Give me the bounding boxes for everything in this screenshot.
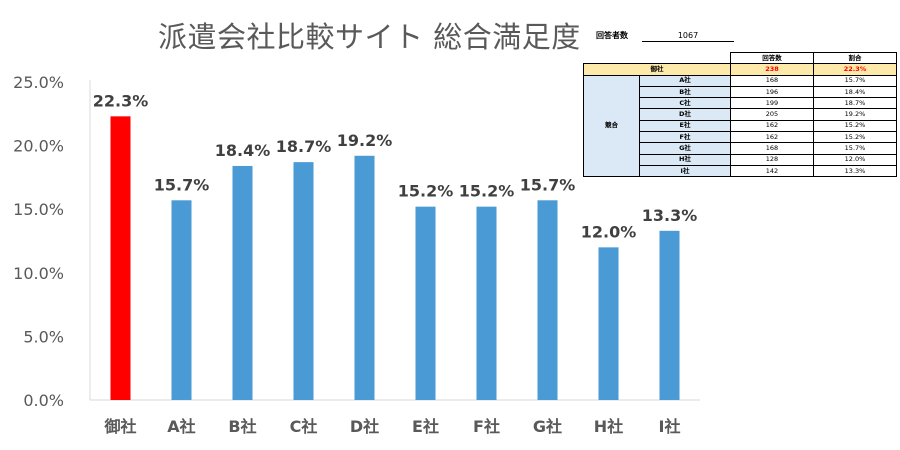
competitor-group-label: 競合 xyxy=(583,74,640,178)
competitor-count: 142 xyxy=(730,164,814,178)
chart-title: 派遣会社比較サイト 総合満足度 xyxy=(158,20,581,54)
response-table: 回答数 割合 御社 238 22.3% 競合 A社 168 15.7% B社 196 18.… xyxy=(583,51,897,178)
competitor-count: 128 xyxy=(730,153,814,166)
own-company-ratio: 22.3% xyxy=(813,63,897,76)
column-header-count: 回答数 xyxy=(730,51,814,65)
competitor-ratio: 18.4% xyxy=(813,85,897,99)
data-label: 13.3% xyxy=(642,206,698,225)
data-label: 15.7% xyxy=(520,175,576,194)
data-label: 19.2% xyxy=(337,131,393,150)
y-tick-label: 5.0% xyxy=(23,327,64,346)
respondent-count-value: 1067 xyxy=(642,31,734,42)
x-tick-label: A社 xyxy=(167,417,195,436)
bar xyxy=(293,162,314,400)
data-label: 18.4% xyxy=(215,141,271,160)
data-label: 15.7% xyxy=(154,175,210,194)
competitor-count: 162 xyxy=(730,131,814,144)
competitor-ratio: 12.0% xyxy=(813,153,897,166)
column-header-ratio: 割合 xyxy=(813,51,897,65)
x-tick-label: D社 xyxy=(350,417,379,436)
bar xyxy=(598,247,619,400)
x-tick-label: H社 xyxy=(594,417,623,436)
competitor-count: 168 xyxy=(730,74,814,87)
y-tick-label: 15.0% xyxy=(13,200,64,219)
competitor-count: 205 xyxy=(730,108,814,121)
competitor-name: I社 xyxy=(639,164,731,178)
competitor-ratio: 13.3% xyxy=(813,164,897,178)
respondent-count: 回答者数 1067 xyxy=(596,30,734,42)
competitor-name: F社 xyxy=(639,131,731,144)
competitor-count: 199 xyxy=(730,97,814,110)
table-row: I社 142 13.3% xyxy=(584,164,897,178)
x-tick-label: B社 xyxy=(228,417,256,436)
bar xyxy=(659,230,680,400)
competitor-ratio: 15.7% xyxy=(813,74,897,87)
table-row-own: 御社 238 22.3% xyxy=(583,63,897,76)
own-company-count: 238 xyxy=(730,63,814,76)
respondent-count-label: 回答者数 xyxy=(596,31,628,40)
competitor-ratio: 15.2% xyxy=(813,131,897,144)
data-label: 15.2% xyxy=(398,182,454,201)
x-tick-label: 御社 xyxy=(103,417,136,436)
competitor-name: E社 xyxy=(639,119,731,133)
table-row: H社 128 12.0% xyxy=(584,153,897,166)
competitor-count: 196 xyxy=(730,85,814,99)
bar xyxy=(232,165,253,400)
x-tick-label: E社 xyxy=(412,417,439,436)
competitor-name: A社 xyxy=(639,74,731,87)
competitor-ratio: 19.2% xyxy=(813,108,897,121)
x-tick-label: G社 xyxy=(533,417,562,436)
competitor-name: C社 xyxy=(639,97,731,110)
x-tick-label: F社 xyxy=(473,417,500,436)
own-company-label: 御社 xyxy=(583,63,731,76)
table-row: G社 168 15.7% xyxy=(584,142,897,155)
table-row: E社 162 15.2% xyxy=(584,119,897,133)
x-tick-label: I社 xyxy=(659,417,681,436)
bar xyxy=(110,116,131,401)
bar xyxy=(171,200,192,400)
bar xyxy=(476,206,497,400)
competitor-ratio: 15.2% xyxy=(813,119,897,133)
competitor-ratio: 15.7% xyxy=(813,142,897,155)
competitor-name: B社 xyxy=(639,85,731,99)
table-header-row: 回答数 割合 xyxy=(584,51,897,65)
data-label: 12.0% xyxy=(581,222,637,241)
competitor-name: D社 xyxy=(639,108,731,121)
y-tick-label: 0.0% xyxy=(23,391,64,410)
x-tick-label: C社 xyxy=(290,417,318,436)
table-row: 競合 A社 168 15.7% xyxy=(583,74,897,178)
competitor-name: H社 xyxy=(639,153,731,166)
competitor-name: G社 xyxy=(639,142,731,155)
competitor-count: 162 xyxy=(730,119,814,133)
data-label: 22.3% xyxy=(93,91,149,110)
bar xyxy=(537,200,558,400)
y-tick-label: 25.0% xyxy=(13,73,64,92)
data-label: 18.7% xyxy=(276,137,332,156)
data-label: 15.2% xyxy=(459,182,515,201)
bar xyxy=(415,206,436,400)
y-tick-label: 10.0% xyxy=(13,264,64,283)
competitor-ratio: 18.7% xyxy=(813,97,897,110)
y-tick-label: 20.0% xyxy=(13,137,64,156)
bar xyxy=(354,155,375,400)
competitor-count: 168 xyxy=(730,142,814,155)
